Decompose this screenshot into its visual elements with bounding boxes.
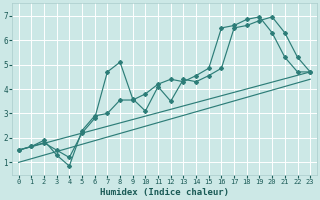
X-axis label: Humidex (Indice chaleur): Humidex (Indice chaleur): [100, 188, 229, 197]
